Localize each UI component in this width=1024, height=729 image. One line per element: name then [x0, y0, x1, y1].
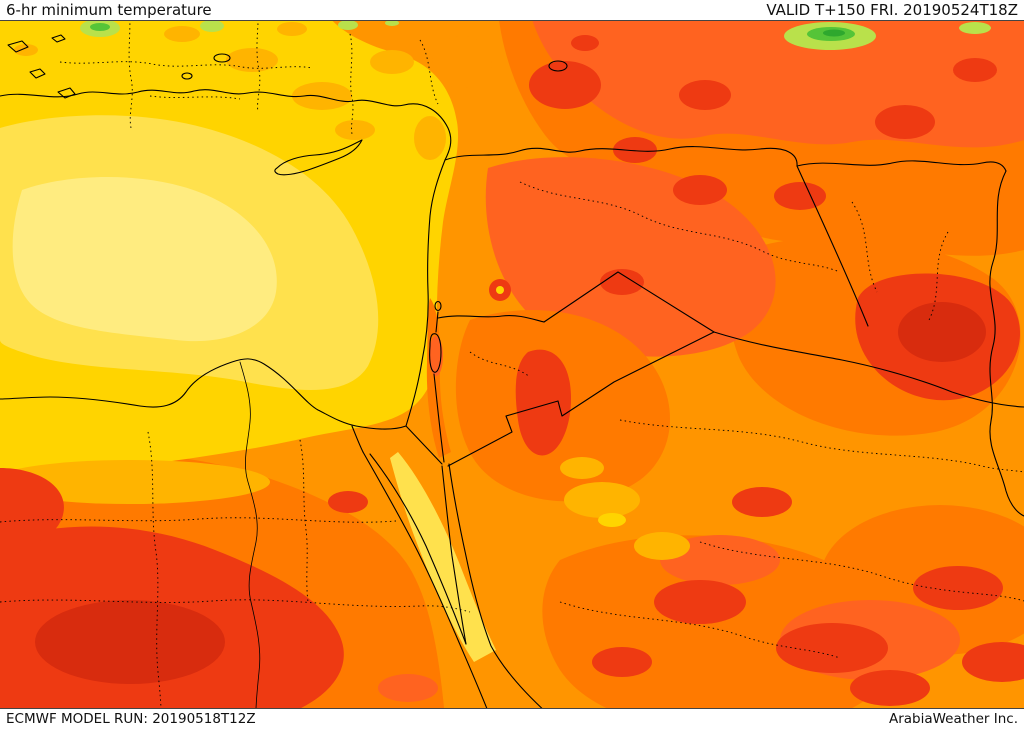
product-title: 6-hr minimum temperature [6, 1, 212, 19]
sea-of-galilee-lake [434, 300, 442, 312]
mediterranean-coastline [0, 89, 452, 430]
turkey-syria-border [444, 146, 798, 167]
lake-van [548, 60, 568, 72]
jordan-river-arava-line [433, 311, 445, 463]
branding-label: ArabiaWeather Inc. [888, 711, 1018, 727]
syria-iraq-border [796, 165, 869, 327]
israel-egypt-border [405, 425, 443, 465]
gulf-of-suez-african-coast [362, 451, 496, 729]
jordan-syria-border [437, 315, 545, 323]
sinai-east-coast-gulf-of-aqaba [441, 465, 467, 645]
header-bar: 6-hr minimum temperature VALID T+150 FRI… [0, 0, 1024, 21]
cyprus-island [274, 139, 363, 176]
aegean-islands [7, 34, 76, 99]
cool-green-spots [80, 19, 991, 50]
country-borders-coastlines [0, 34, 1024, 729]
lake-tuz [213, 53, 231, 63]
footer-bar: ECMWF MODEL RUN: 20190518T12Z ArabiaWeat… [0, 708, 1024, 729]
small-anatolian-lake [181, 72, 193, 80]
valid-time-label: VALID T+150 FRI. 20190524T18Z [766, 1, 1018, 19]
jordan-iraq-border [543, 271, 715, 333]
saudi-iraq-border [713, 331, 1024, 408]
suez-canal [351, 425, 364, 453]
nile-river [239, 361, 261, 729]
dead-sea-lake [429, 333, 442, 373]
sinai-west-coast [369, 453, 467, 645]
jordan-saudi-border [447, 331, 715, 467]
iran-border [989, 170, 1024, 517]
model-run-label: ECMWF MODEL RUN: 20190518T12Z [6, 711, 256, 727]
turkey-iraq-border [796, 160, 1007, 172]
